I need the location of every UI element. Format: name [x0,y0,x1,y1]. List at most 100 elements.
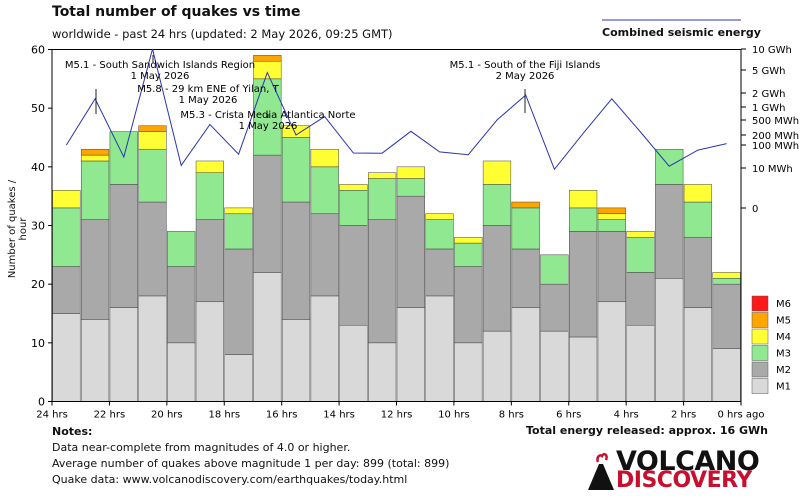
bar-m4-12 [396,166,425,179]
energy-legend-label: Combined seismic energy [602,26,761,39]
bar-m4-22 [683,184,713,203]
bar-m5-19 [597,207,626,215]
bar-m1-7 [253,272,282,402]
bar-m3-15 [482,184,512,226]
legend-label-m6: M6 [776,299,791,310]
energy-line-layer [65,48,727,171]
bar-m3-16 [511,207,540,250]
bar-m1-11 [368,342,397,402]
bar-m1-23 [712,348,741,402]
energy-total: Total energy released: approx. 16 GWh [526,424,768,437]
legend-label-m1: M1 [776,382,791,393]
bar-m3-1 [80,160,110,220]
annotation-date-0: 1 May 2026 [131,71,190,82]
bar-m4-13 [425,213,454,220]
bar-m4-20 [626,231,655,238]
bar-m4-1 [80,154,110,162]
bar-m1-3 [138,295,167,402]
bar-m2-15 [482,225,512,332]
bar-m1-19 [597,301,626,402]
chart-title: Total number of quakes vs time [52,4,301,20]
y-tick-label-20: 20 [31,278,45,291]
notes-line-1: Data near-complete from magnitudes of 4.… [52,441,351,454]
bars-layer [52,55,741,402]
bar-m2-1 [80,219,110,320]
bar-m3-11 [368,178,397,220]
bar-m1-21 [655,278,684,402]
bar-m2-21 [655,184,684,279]
energy-tick-label-5: 200 MWh [752,131,799,142]
bar-m1-13 [425,295,454,402]
energy-tick-label-8: 0 [752,204,758,215]
bar-m2-5 [195,219,224,303]
bar-m2-2 [109,184,138,308]
notes-title: Notes: [52,425,93,438]
x-tick-label-0: 24 hrs [36,410,68,421]
bar-m1-17 [540,330,569,402]
bar-m2-11 [368,219,397,344]
bar-m3-5 [195,172,224,220]
bar-m2-20 [626,272,655,326]
x-tick-label-5: 14 hrs [323,410,355,421]
bar-m4-0 [52,190,81,209]
bar-m3-23 [712,278,741,285]
x-tick-label-10: 4 hrs [614,410,639,421]
legend-swatch-m3 [751,345,769,361]
bar-m4-23 [712,272,741,279]
bar-m1-8 [281,319,311,402]
annotation-date-2: 1 May 2026 [239,121,298,132]
legend-swatch-m1 [751,378,769,394]
x-tick-label-3: 18 hrs [208,410,240,421]
legend-swatch-m4 [751,328,769,345]
axes-layer: 0 10 20 30 40 50 60 24 hrs 22 hrs 20 hrs 18 hrs 16 … [31,44,799,421]
bar-m2-10 [339,225,368,326]
bar-m4-14 [454,236,483,244]
bar-m3-10 [339,190,368,226]
bar-m1-10 [339,324,368,402]
bar-m1-6 [224,354,253,402]
bar-m1-9 [310,295,339,402]
volcano-discovery-logo: VOLCANO DISCOVERY [586,446,796,496]
energy-tick-label-7: 10 MWh [752,164,793,175]
bar-m5-1 [80,148,110,156]
bar-m2-4 [167,266,196,344]
notes-line-3: Quake data: www.volcanodiscovery.com/ear… [52,473,408,486]
x-tick-label-11: 2 hrs [671,410,696,421]
volcano-icon [588,452,614,490]
bar-m3-14 [454,242,483,267]
energy-tick-label-3: 1 GWh [752,103,786,114]
bar-m2-7 [253,154,282,273]
energy-tick-label-0: 10 GWh [752,45,792,56]
bar-m1-20 [626,324,655,402]
notes-line-2: Average number of quakes above magnitude… [52,457,450,470]
bar-m4-18 [569,190,598,209]
legend-label-m2: M2 [776,365,791,376]
bar-m3-12 [396,178,425,197]
bar-m1-0 [52,313,81,402]
annotation-title-2: M5.3 - Crista Media Atlantica Norte [180,110,355,121]
legend-swatch-m2 [751,361,769,378]
bar-m4-8 [281,125,311,138]
bar-m2-23 [712,283,741,349]
bar-m1-12 [396,307,425,402]
energy-tick-label-6: 100 MWh [752,141,799,152]
y-tick-label-30: 30 [31,220,45,233]
energy-tick-label-4: 500 MWh [752,116,799,127]
x-tick-label-8: 8 hrs [499,410,524,421]
energy-tick-label-1: 5 GWh [752,66,786,77]
x-tick-label-7: 10 hrs [438,410,470,421]
bar-m4-6 [224,207,253,215]
legend-label-m4: M4 [776,332,791,343]
bar-m4-3 [138,131,167,150]
bar-m1-16 [511,307,540,402]
logo-text-bottom: DISCOVERY [616,468,752,493]
bar-m2-8 [281,201,311,320]
bar-m3-3 [138,148,167,203]
bar-m2-3 [138,201,167,297]
bar-m2-18 [569,231,598,338]
bar-m3-6 [224,213,253,250]
bar-m2-0 [52,266,81,314]
bar-m3-13 [425,219,454,250]
